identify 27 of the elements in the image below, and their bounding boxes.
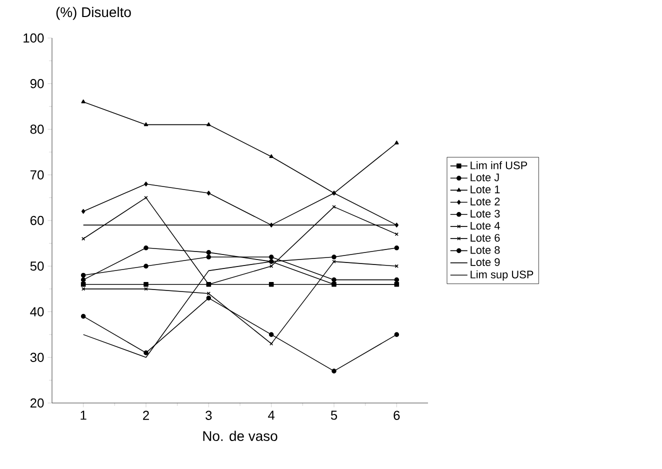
legend-label: Lote 9 — [470, 258, 500, 266]
y-tick-label: 100 — [24, 33, 44, 43]
y-tick-label: 70 — [30, 170, 44, 180]
x-tick-label: 3 — [206, 410, 212, 420]
y-tick-label: 30 — [30, 352, 44, 362]
x-tick-label: 1 — [80, 410, 86, 420]
legend-label: Lote J — [470, 174, 499, 182]
y-tick-label: 60 — [30, 216, 44, 226]
y-tick-label: 20 — [30, 398, 44, 408]
x-axis-title: No. de vaso — [203, 430, 278, 442]
x-tick-label: 2 — [143, 410, 149, 420]
legend-label: Lim sup USP — [470, 270, 534, 281]
legend-label: Lote 4 — [470, 222, 500, 230]
legend-label: Lote 2 — [470, 198, 500, 206]
legend-label: Lim inf USP — [470, 161, 528, 170]
legend-label: Lote 3 — [470, 210, 500, 218]
y-tick-label: 90 — [30, 79, 44, 88]
y-tick-label: 50 — [30, 262, 44, 271]
y-axis-title: (%) Disuelto — [56, 6, 131, 20]
x-tick-label: 4 — [268, 410, 275, 420]
x-tick-label: 6 — [394, 410, 400, 420]
x-tick-label: 5 — [330, 410, 338, 420]
legend-label: Lote 6 — [470, 234, 500, 242]
legend-label: Lote 1 — [470, 186, 500, 194]
legend-label: Lote 8 — [470, 246, 500, 254]
y-tick-label: 40 — [30, 307, 44, 316]
y-tick-label: 80 — [30, 124, 44, 134]
